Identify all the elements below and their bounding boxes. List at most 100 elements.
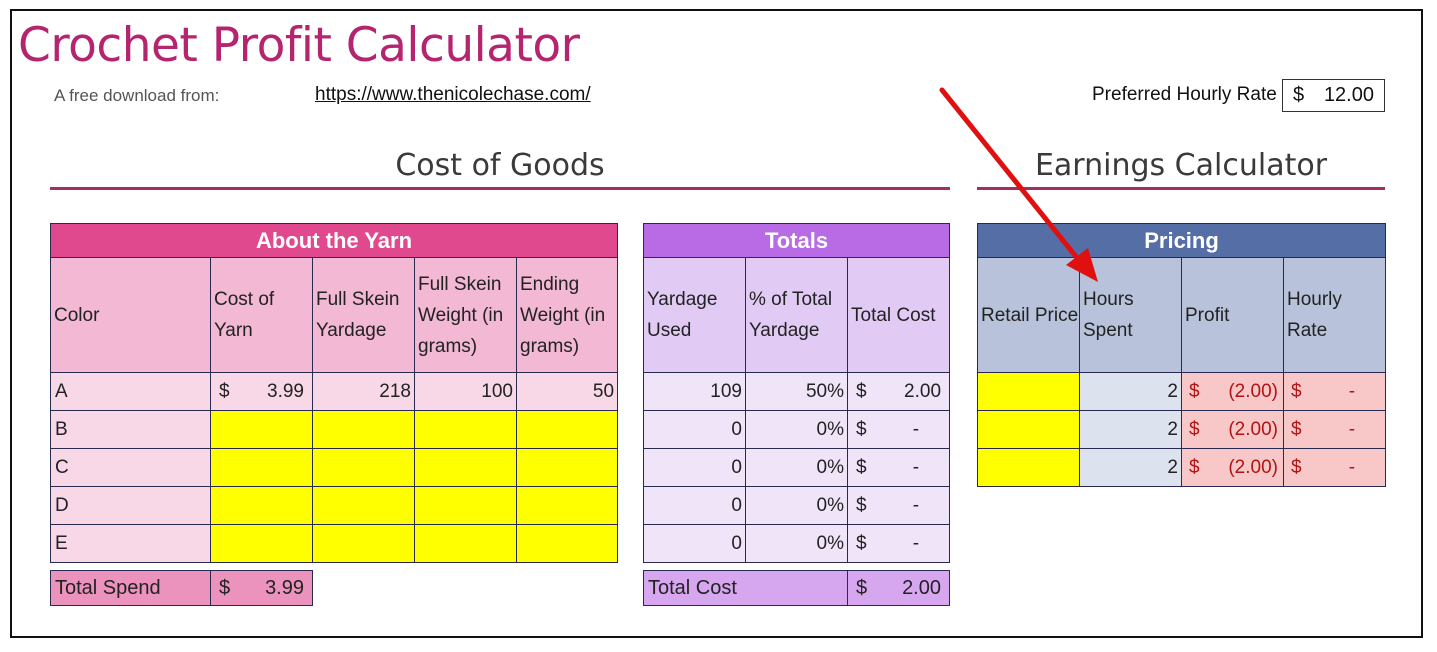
hourly-rate-cell: $ - <box>1282 448 1387 487</box>
totals-table: Totals Yardage Used % of Total Yardage T… <box>642 223 951 563</box>
yarn-ending-cell[interactable]: 50 <box>515 372 619 411</box>
section-title-earnings: Earnings Calculator <box>1034 148 1328 183</box>
total-spend-label: Total Spend <box>50 570 211 606</box>
yardage-used-cell: 109 <box>643 372 746 411</box>
subtitle: A free download from: <box>54 86 220 105</box>
yarn-color-cell: D <box>50 486 211 525</box>
currency-symbol: $ <box>856 456 867 478</box>
total-cost-value: 2.00 <box>904 380 942 402</box>
profit-cell: $ (2.00) <box>1181 448 1284 487</box>
pricing-col-profit: Profit <box>1181 257 1284 373</box>
currency-symbol: $ <box>856 418 867 440</box>
currency-symbol: $ <box>219 576 231 599</box>
currency-symbol: $ <box>219 380 230 402</box>
currency-symbol: $ <box>1189 380 1200 402</box>
pricing-table: Pricing Retail Price Hours Spent Profit … <box>976 223 1387 487</box>
pricing-col-hours: Hours Spent <box>1079 257 1182 373</box>
yardage-used-cell: 0 <box>643 410 746 449</box>
total-cost-cell: $ - <box>846 486 951 525</box>
pct-yardage-cell: 50% <box>745 372 848 411</box>
profit-value: (2.00) <box>1228 456 1278 478</box>
website-link[interactable]: https://www.thenicolechase.com/ <box>315 84 591 105</box>
yardage-used-cell: 0 <box>643 524 746 563</box>
hours-spent-cell[interactable]: 2 <box>1079 448 1182 487</box>
total-cost-value: - <box>912 532 920 554</box>
yarn-ending-input[interactable] <box>515 410 619 449</box>
yarn-cost-input[interactable] <box>210 524 313 563</box>
retail-price-input[interactable] <box>977 448 1080 487</box>
yarn-weight-input[interactable] <box>414 524 517 563</box>
totals-table-header: Totals <box>642 223 951 258</box>
preferred-rate-cell[interactable]: $ 12.00 <box>1282 79 1385 112</box>
profit-value: (2.00) <box>1228 380 1278 402</box>
pct-yardage-cell: 0% <box>745 524 848 563</box>
currency-symbol: $ <box>856 494 867 516</box>
retail-price-input[interactable] <box>977 410 1080 449</box>
section-title-cost: Cost of Goods <box>395 148 605 183</box>
currency-symbol: $ <box>1291 380 1302 402</box>
pct-yardage-cell: 0% <box>745 486 848 525</box>
retail-price-input[interactable] <box>977 372 1080 411</box>
yarn-yardage-input[interactable] <box>312 486 415 525</box>
yarn-col-yardage: Full Skein Yardage <box>312 257 415 373</box>
hours-spent-cell[interactable]: 2 <box>1079 372 1182 411</box>
total-cost-label: Total Cost <box>643 570 848 606</box>
hourly-rate-cell: $ - <box>1282 410 1387 449</box>
yarn-yardage-input[interactable] <box>312 524 415 563</box>
total-spend-row: Total Spend $3.99 <box>50 570 313 606</box>
yarn-col-ending: Ending Weight (in grams) <box>515 257 619 373</box>
yarn-cost-cell[interactable]: $3.99 <box>210 372 313 411</box>
pricing-col-rate: Hourly Rate <box>1282 257 1387 373</box>
currency-symbol: $ <box>1189 418 1200 440</box>
pricing-col-retail: Retail Price <box>977 257 1080 373</box>
rate-currency: $ <box>1293 84 1305 106</box>
yarn-ending-input[interactable] <box>515 448 619 487</box>
currency-symbol: $ <box>856 576 868 599</box>
total-cost-cell: $ - <box>846 524 951 563</box>
yarn-weight-cell[interactable]: 100 <box>414 372 517 411</box>
yarn-color-cell: B <box>50 410 211 449</box>
currency-symbol: $ <box>1291 418 1302 440</box>
yarn-color-cell: E <box>50 524 211 563</box>
hourly-rate-cell: $ - <box>1282 372 1387 411</box>
currency-symbol: $ <box>856 380 867 402</box>
totals-col-cost: Total Cost <box>846 257 951 373</box>
yarn-weight-input[interactable] <box>414 448 517 487</box>
section-divider-earnings <box>977 187 1385 190</box>
grand-total-cost-value: 2.00 <box>902 576 941 599</box>
total-cost-value: - <box>912 418 920 440</box>
yarn-col-weight: Full Skein Weight (in grams) <box>414 257 517 373</box>
pricing-table-header: Pricing <box>976 223 1387 258</box>
rate-value: 12.00 <box>1323 84 1374 106</box>
profit-cell: $ (2.00) <box>1181 410 1284 449</box>
preferred-rate-label: Preferred Hourly Rate <box>1092 84 1277 105</box>
currency-symbol: $ <box>1291 456 1302 478</box>
grand-total-cost-cell: $2.00 <box>847 570 950 606</box>
yarn-ending-input[interactable] <box>515 524 619 563</box>
hours-spent-cell[interactable]: 2 <box>1079 410 1182 449</box>
profit-cell: $ (2.00) <box>1181 372 1284 411</box>
totals-col-used: Yardage Used <box>643 257 746 373</box>
total-cost-value: - <box>912 456 920 478</box>
yarn-col-color: Color <box>50 257 211 373</box>
hourly-rate-value: - <box>1348 380 1356 402</box>
total-cost-value: - <box>912 494 920 516</box>
yarn-weight-input[interactable] <box>414 486 517 525</box>
section-divider-cost <box>50 187 950 190</box>
yarn-yardage-input[interactable] <box>312 448 415 487</box>
currency-symbol: $ <box>856 532 867 554</box>
yarn-cost-input[interactable] <box>210 448 313 487</box>
total-cost-cell: $ - <box>846 448 951 487</box>
yarn-col-cost: Cost of Yarn <box>210 257 313 373</box>
yarn-cost-input[interactable] <box>210 486 313 525</box>
yarn-color-cell: A <box>50 372 211 411</box>
hourly-rate-value: - <box>1348 418 1356 440</box>
hourly-rate-value: - <box>1348 456 1356 478</box>
yarn-cost-value: 3.99 <box>267 380 304 402</box>
profit-value: (2.00) <box>1228 418 1278 440</box>
yarn-yardage-cell[interactable]: 218 <box>312 372 415 411</box>
total-spend-cell: $3.99 <box>210 570 313 606</box>
total-cost-row: Total Cost $2.00 <box>643 570 950 606</box>
yarn-table: About the Yarn Color Cost of Yarn Full S… <box>49 223 619 563</box>
